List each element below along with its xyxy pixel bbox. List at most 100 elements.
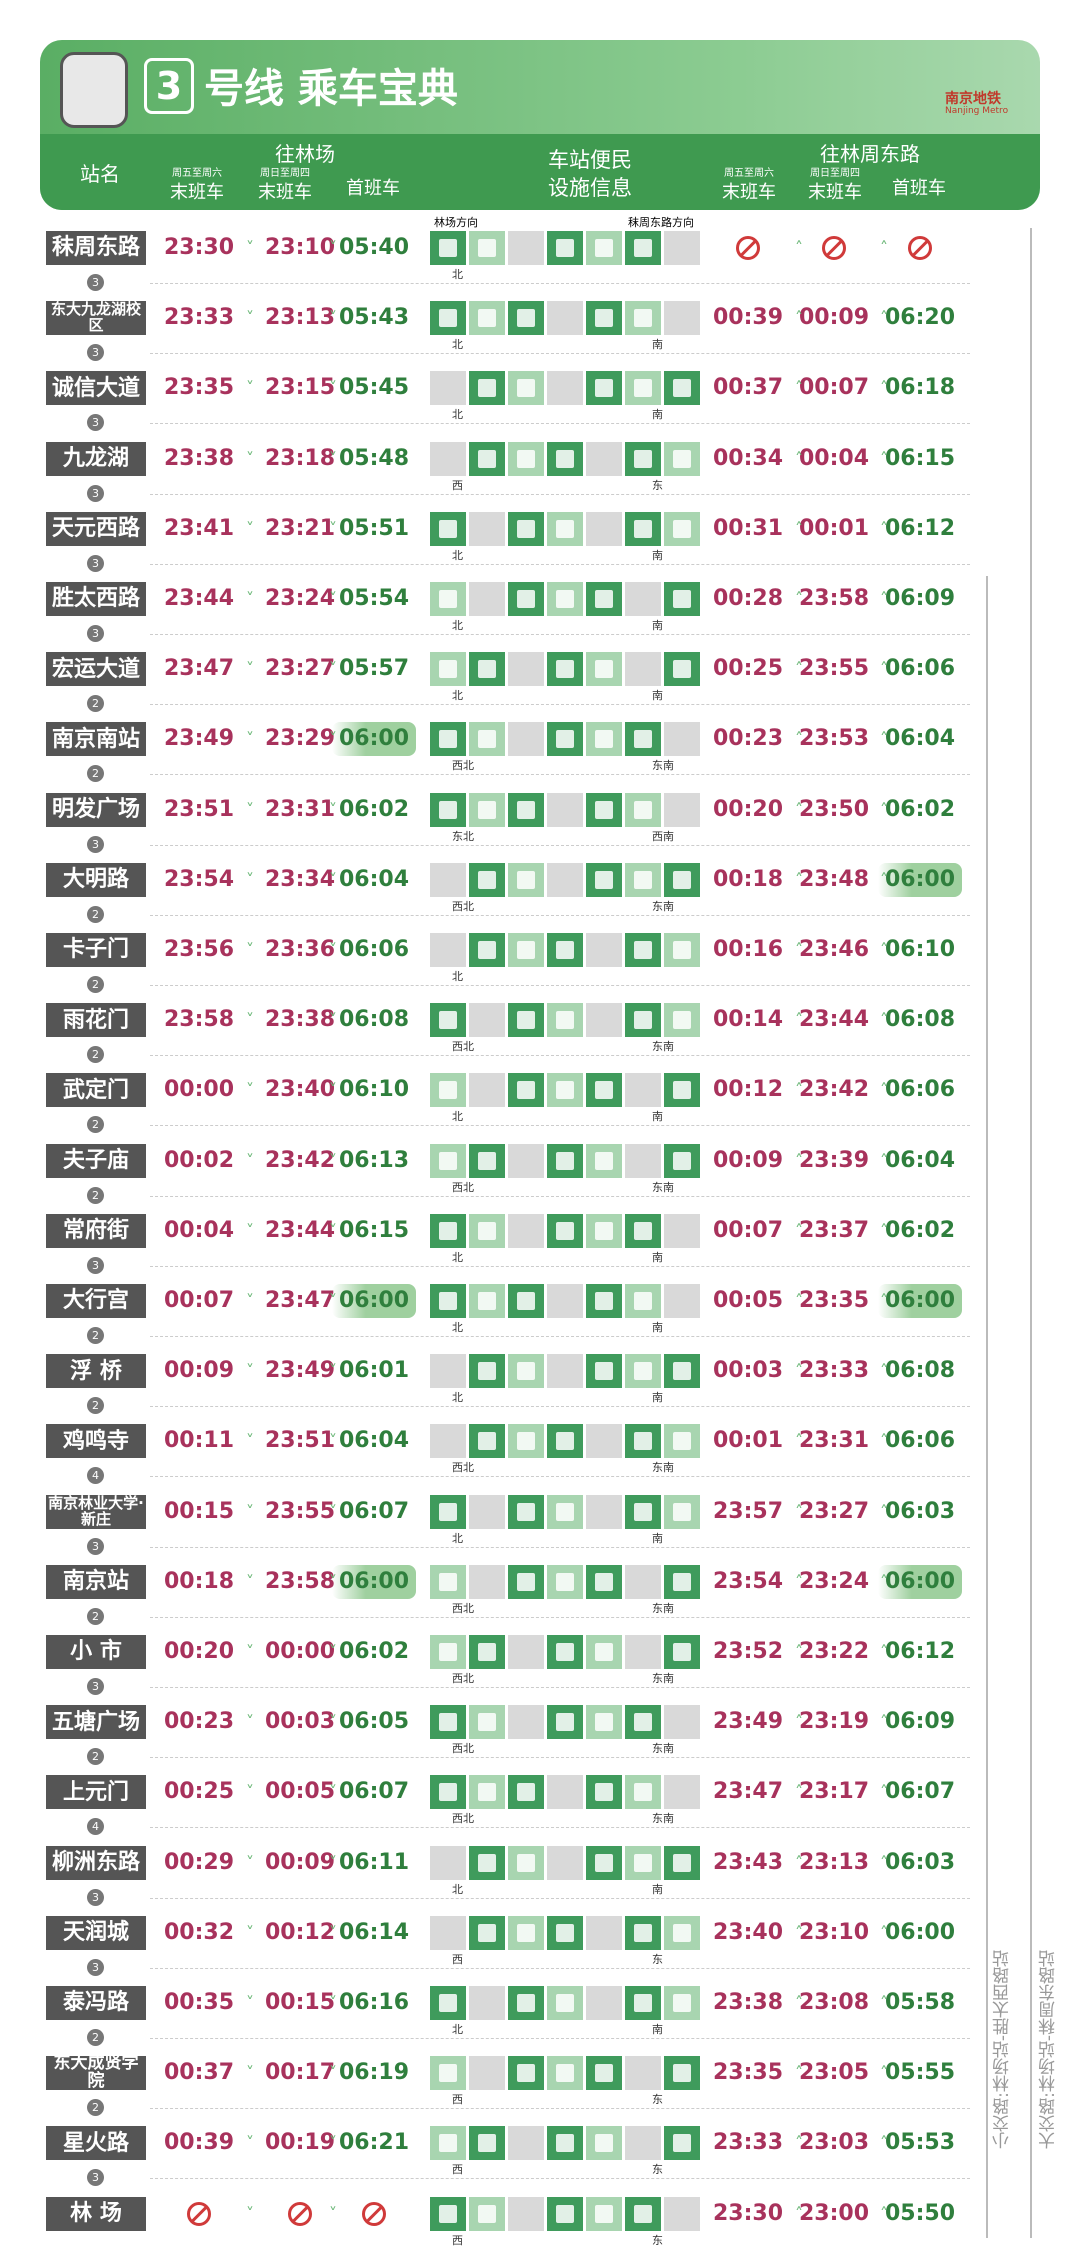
chevron: ˅ <box>246 1291 254 1310</box>
chevron: ˄ <box>880 238 888 257</box>
chevron: ˅ <box>329 1642 337 1661</box>
time: 23:33 <box>163 305 235 331</box>
facility <box>664 1635 700 1669</box>
chevron: ˅ <box>246 940 254 959</box>
chevron: ˅ <box>329 1571 337 1591</box>
facility <box>625 1845 661 1880</box>
row-separator <box>150 563 970 565</box>
facility-icon <box>634 1713 652 1732</box>
facility-icon <box>478 1292 496 1310</box>
chevron: ˄ <box>795 1150 803 1170</box>
time: 06:09 <box>884 586 956 611</box>
time: 06:00 <box>884 1919 956 1945</box>
facility-icon <box>517 1923 535 1942</box>
facility-icon <box>439 1502 457 1521</box>
facility <box>508 1564 544 1599</box>
chevron: ˅ <box>329 1501 337 1521</box>
exit: 北 <box>452 619 463 632</box>
facility-icon <box>517 519 535 538</box>
facility-icon <box>673 1502 691 1521</box>
time: 23:15 <box>264 375 336 401</box>
facility <box>625 722 661 757</box>
chevron: ˄ <box>880 589 888 608</box>
chevron: ˅ <box>329 869 337 889</box>
time: 23:48 <box>798 866 870 892</box>
facility <box>625 1213 661 1248</box>
time: 23:17 <box>798 1779 870 1805</box>
time: 00:29 <box>163 1849 235 1875</box>
travel-minutes: 3 <box>87 835 104 853</box>
facility <box>586 1775 622 1810</box>
facility <box>625 1915 661 1950</box>
exit: 南 <box>652 408 663 422</box>
time: 06:08 <box>884 1358 956 1384</box>
time: 00:19 <box>264 2130 336 2156</box>
facility-icon <box>439 1713 457 1732</box>
chevron: ˄ <box>880 378 888 398</box>
time: 00:00 <box>264 1639 336 1664</box>
time: 23:08 <box>798 1990 870 2015</box>
time: 23:56 <box>163 937 235 962</box>
facility-icon <box>634 309 652 328</box>
chevron: ˅ <box>329 448 337 468</box>
facility <box>586 371 622 406</box>
facility <box>547 1354 583 1389</box>
chevron: ˄ <box>795 1010 803 1030</box>
facility-icon <box>634 1853 652 1872</box>
time: 23:53 <box>798 726 870 752</box>
travel-minutes: 2 <box>87 1607 104 1625</box>
facility-icon <box>439 1221 457 1240</box>
travel-minutes: 3 <box>87 1256 104 1274</box>
chevron: ˅ <box>246 589 254 608</box>
time: 06:02 <box>884 796 956 822</box>
facility-icon <box>556 1994 574 2012</box>
time: 00:32 <box>163 1919 235 1945</box>
facility <box>508 1003 544 1038</box>
exit: 南 <box>652 338 663 352</box>
facility-icon <box>595 1362 613 1381</box>
facility <box>625 1986 661 2020</box>
facility <box>469 1986 505 2020</box>
facility <box>469 1494 505 1529</box>
facility <box>469 933 505 967</box>
facility-icon <box>478 941 496 959</box>
time: 23:57 <box>712 1498 784 1524</box>
train-icon <box>60 52 128 128</box>
row-separator <box>150 2108 970 2110</box>
chevron: ˄ <box>795 589 803 608</box>
facility-icon <box>517 1432 535 1451</box>
facility <box>664 1705 700 1740</box>
time: 00:00 <box>163 1077 235 1103</box>
facility <box>664 1143 700 1178</box>
time: 23:35 <box>163 375 235 401</box>
facility <box>430 1003 466 1038</box>
chevron: ˅ <box>329 1852 337 1872</box>
facility <box>625 652 661 687</box>
facility <box>625 2196 661 2231</box>
travel-minutes: 2 <box>87 2029 104 2046</box>
time: 06:21 <box>338 2130 410 2156</box>
chevron: ˅ <box>329 1712 337 1732</box>
chevron: ˅ <box>246 1642 254 1661</box>
direction-a: 林场方向 <box>434 216 478 229</box>
chevron: ˅ <box>329 1010 337 1030</box>
station-name: 上元门 <box>46 1775 146 1810</box>
facility <box>508 1775 544 1810</box>
chevron: ˄ <box>880 1220 888 1240</box>
facility <box>508 301 544 336</box>
exit: 西北 <box>452 1601 474 1615</box>
facility <box>547 1143 583 1178</box>
exit: 西北 <box>452 1461 474 1475</box>
facility-icon <box>673 519 691 538</box>
chevron: ˄ <box>795 448 803 468</box>
facility <box>508 1424 544 1459</box>
facility-icon <box>634 870 652 889</box>
chevron: ˄ <box>795 1220 803 1240</box>
facility <box>508 933 544 967</box>
time: 00:03 <box>712 1358 784 1384</box>
facility <box>430 231 466 265</box>
facility <box>508 652 544 687</box>
chevron: ˅ <box>246 2203 254 2223</box>
exit: 东北 <box>452 829 474 843</box>
facility <box>625 1284 661 1318</box>
